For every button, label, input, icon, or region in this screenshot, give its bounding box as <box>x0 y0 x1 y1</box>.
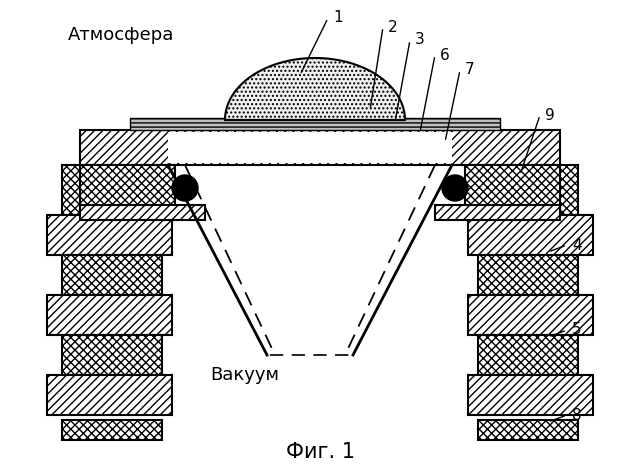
Polygon shape <box>225 58 405 120</box>
Text: 6: 6 <box>440 48 450 62</box>
Bar <box>62 255 162 295</box>
Bar <box>468 295 593 335</box>
Bar <box>47 295 172 335</box>
Bar <box>62 420 162 440</box>
Text: 4: 4 <box>572 237 582 253</box>
Text: 2: 2 <box>388 19 397 34</box>
Bar <box>47 375 172 415</box>
Text: 3: 3 <box>415 33 425 48</box>
Circle shape <box>172 175 198 201</box>
Text: 5: 5 <box>572 322 582 337</box>
Bar <box>130 118 500 130</box>
Bar <box>47 215 172 255</box>
Bar <box>80 130 560 165</box>
Bar <box>80 165 175 210</box>
Bar <box>478 165 578 215</box>
Bar <box>468 215 593 255</box>
Bar <box>62 165 162 215</box>
Bar <box>435 205 560 220</box>
Bar <box>465 165 560 210</box>
Circle shape <box>442 175 468 201</box>
Text: 1: 1 <box>333 10 342 25</box>
Text: Фиг. 1: Фиг. 1 <box>285 442 355 462</box>
Text: Атмосфера: Атмосфера <box>68 26 174 44</box>
Text: Вакуум: Вакуум <box>210 366 279 384</box>
Bar <box>478 255 578 295</box>
Polygon shape <box>168 132 452 163</box>
Text: 9: 9 <box>545 108 555 123</box>
Bar <box>478 335 578 375</box>
Bar <box>80 205 205 220</box>
Text: 8: 8 <box>572 407 582 422</box>
Bar <box>478 420 578 440</box>
Bar <box>468 375 593 415</box>
Bar <box>62 335 162 375</box>
Text: 7: 7 <box>465 62 475 77</box>
